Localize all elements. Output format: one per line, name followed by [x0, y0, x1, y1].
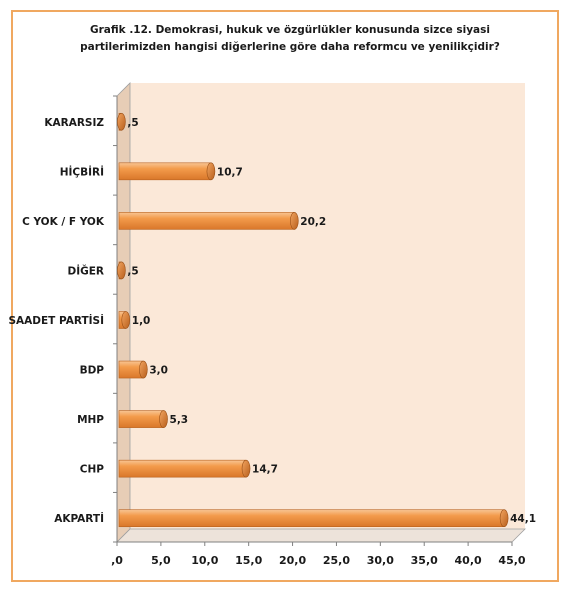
x-tick-label: 40,0 — [455, 554, 482, 567]
value-label: 3,0 — [149, 365, 168, 377]
x-tick-label: ,0 — [111, 554, 123, 567]
value-label: 44,1 — [510, 513, 536, 525]
bar-end-cap — [117, 261, 126, 280]
bar — [118, 212, 295, 230]
bar — [118, 459, 247, 478]
x-tick-label: 5,0 — [151, 554, 171, 567]
bar — [118, 509, 505, 528]
category-label: DİĞER — [68, 263, 105, 277]
x-tick-label: 15,0 — [235, 554, 262, 567]
value-label: 1,0 — [132, 315, 151, 327]
x-tick-label: 30,0 — [367, 554, 394, 567]
bar-end-cap — [206, 162, 216, 181]
category-label: SAADET PARTİSİ — [8, 313, 104, 327]
category-label: BDP — [80, 365, 105, 377]
bar-end-cap — [290, 212, 299, 230]
bar-end-cap — [117, 112, 126, 131]
bar — [118, 410, 164, 428]
value-label: 5,3 — [170, 414, 189, 426]
category-label: KARARSIZ — [44, 117, 104, 129]
value-label: 10,7 — [217, 166, 243, 178]
bar-end-cap — [499, 509, 509, 528]
plot-floor — [116, 528, 526, 543]
category-label: HİÇBİRİ — [60, 164, 104, 178]
chart-title-line-1: Grafik .12. Demokrasi, hukuk ve özgürlük… — [90, 24, 490, 36]
value-label: 20,2 — [300, 216, 326, 228]
chart-title: Grafik .12. Demokrasi, hukuk ve özgürlük… — [40, 22, 540, 56]
category-label: AKPARTİ — [54, 511, 104, 525]
value-label: 14,7 — [252, 464, 278, 476]
x-tick-label: 20,0 — [279, 554, 306, 567]
value-label: ,5 — [127, 117, 138, 129]
category-label: C YOK / F YOK — [22, 216, 105, 228]
bar-end-cap — [121, 311, 131, 329]
bar-end-cap — [241, 459, 251, 478]
plot-back-wall — [117, 83, 525, 542]
x-tick-label: 45,0 — [498, 554, 525, 567]
x-tick-label: 35,0 — [411, 554, 438, 567]
bar-end-cap — [159, 410, 168, 428]
value-label: ,5 — [127, 265, 138, 277]
category-label: MHP — [77, 414, 104, 426]
x-tick-label: 10,0 — [191, 554, 218, 567]
bar-end-cap — [139, 360, 148, 379]
chart-title-line-2: partilerimizden hangisi diğerlerine göre… — [80, 41, 500, 53]
bar — [118, 162, 212, 181]
category-label: CHP — [80, 464, 104, 476]
x-tick-label: 25,0 — [323, 554, 350, 567]
